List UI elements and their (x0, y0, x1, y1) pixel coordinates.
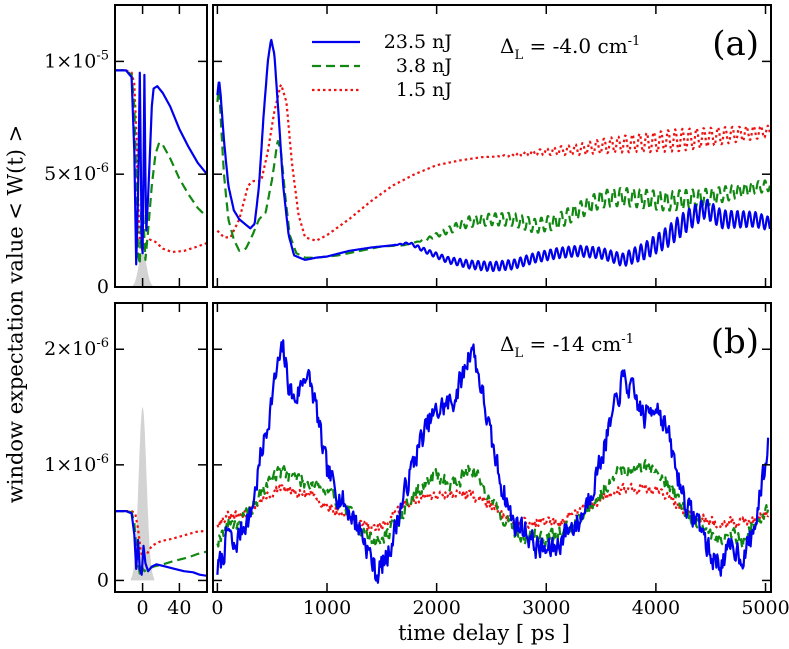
y-tick-label-panel-b: 0 (97, 569, 109, 591)
plot-frame-panel-b-inset (114, 302, 208, 593)
detuning-label-panel-b: ΔL = -14 cm-1 (500, 332, 634, 361)
detuning-label-panel-a: ΔL = -4.0 cm-1 (500, 34, 640, 63)
x-tick-label-main: 1000 (303, 597, 351, 619)
y-axis-title: window expectation value < W(t) > (4, 125, 28, 504)
x-tick-label-main: 0 (211, 597, 223, 619)
series-line-23-5-nj-panel-b-main (216, 339, 770, 584)
series-line-1-5-nj-panel-a-main (216, 83, 771, 242)
x-tick-label-inset: 0 (137, 597, 149, 619)
plot-frame-panel-a-main (212, 4, 772, 288)
legend-label-3-8-nj: 3.8 nJ (396, 55, 452, 77)
x-tick-label-main: 5000 (741, 597, 789, 619)
plot-layer: 0 5×10-6 1×10-5 (a) ΔL = -4.0 cm-1 0 1×10-6 2×1… (44, 4, 789, 619)
plot-frame-panel-a-inset (114, 4, 208, 288)
legend-label-23-5-nj: 23.5 nJ (384, 31, 452, 53)
pump-pulse-panel-a (130, 250, 155, 287)
legend-label-1-5-nj: 1.5 nJ (396, 79, 452, 101)
panel-label-a: (a) (712, 24, 759, 64)
series-line-23-5-nj-panel-a-main (216, 38, 771, 273)
x-axis-title: time delay [ ps ] (398, 621, 570, 645)
y-tick-label-panel-a: 0 (97, 276, 109, 298)
pump-pulse-panel-b (130, 407, 155, 581)
y-tick-label-panel-a: 5×10-6 (44, 161, 109, 185)
panel-label-b: (b) (711, 322, 759, 362)
series-line-3-8-nj-panel-b-main (216, 459, 770, 550)
x-tick-label-main: 3000 (522, 597, 570, 619)
plot-frame-panel-b-main (212, 302, 772, 593)
x-tick-label-main: 4000 (632, 597, 680, 619)
series-line-1-5-nj-panel-a-inset (115, 69, 207, 254)
series-line-3-8-nj-panel-a-inset (115, 69, 207, 266)
series-line-3-8-nj-panel-a-main (216, 88, 771, 259)
x-tick-label-inset: 40 (167, 597, 191, 619)
y-tick-label-panel-b: 1×10-6 (44, 452, 109, 476)
y-tick-label-panel-b: 2×10-6 (44, 336, 109, 360)
series-line-23-5-nj-panel-a-inset (115, 69, 207, 266)
series-line-23-5-nj-panel-b-inset (115, 510, 207, 577)
x-tick-label-main: 2000 (412, 597, 460, 619)
series-line-1-5-nj-panel-b-inset (115, 510, 207, 559)
y-tick-label-panel-a: 1×10-5 (44, 48, 109, 72)
